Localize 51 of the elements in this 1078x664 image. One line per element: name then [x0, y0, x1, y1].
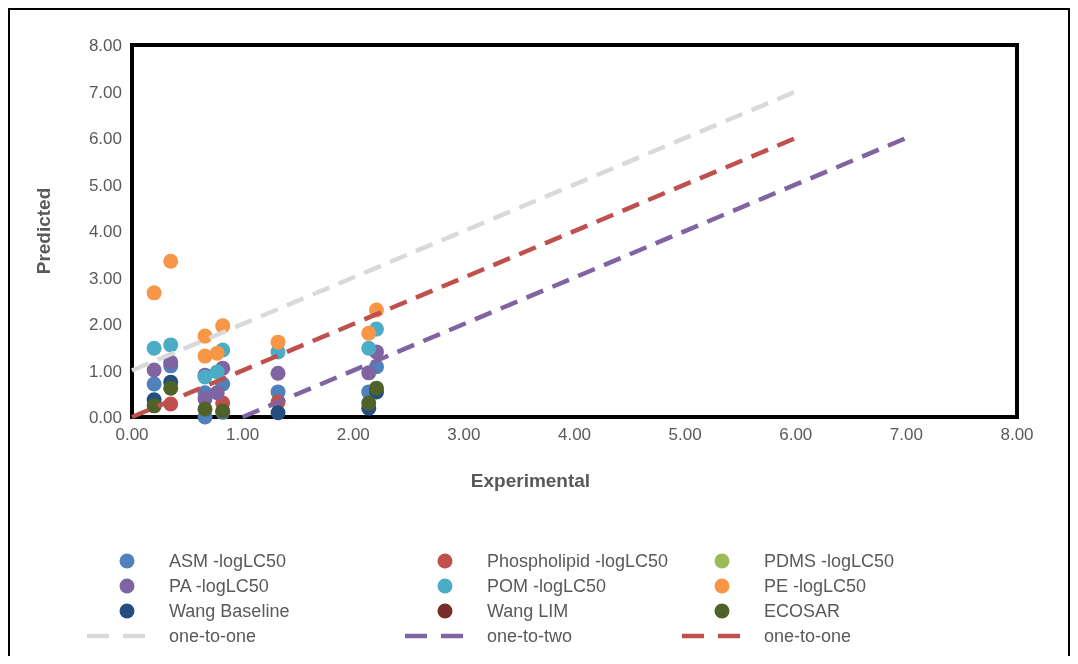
y-axis-title: Predicted	[33, 187, 54, 275]
y-tick-label: 2.00	[88, 315, 122, 334]
legend-label: PA -logLC50	[169, 576, 269, 596]
point	[270, 405, 286, 421]
y-tick-label: 7.00	[88, 82, 122, 102]
x-tick-label: 8.00	[1000, 425, 1034, 444]
point	[163, 253, 179, 269]
legend-label: Phospholipid -logLC50	[487, 551, 669, 571]
x-tick-label: 0.00	[115, 425, 149, 444]
point	[270, 365, 286, 381]
legend-label: Wang LIM	[487, 601, 569, 621]
x-axis-title: Experimental	[470, 470, 591, 491]
y-tick-label: 4.00	[88, 222, 122, 241]
legend-label: PDMS -logLC50	[764, 551, 895, 571]
x-tick-label: 6.00	[779, 425, 813, 444]
point	[163, 337, 179, 353]
x-tick-label: 1.00	[226, 425, 260, 444]
point	[146, 376, 162, 392]
point	[368, 380, 384, 396]
point	[146, 285, 162, 301]
y-tick-label: 0.00	[88, 408, 122, 427]
legend-label: one-to-one	[169, 626, 257, 646]
x-tick-label: 4.00	[557, 425, 592, 444]
legend-label: one-to-one	[764, 626, 852, 646]
y-tick-label: 3.00	[88, 268, 122, 288]
x-tick-label: 2.00	[336, 425, 370, 444]
legend-label: ASM -logLC50	[169, 551, 287, 571]
y-tick-label: 1.00	[88, 361, 122, 381]
legend-label: PE -logLC50	[764, 576, 867, 596]
point	[361, 395, 377, 411]
x-tick-label: 3.00	[447, 425, 481, 444]
legend-label: one-to-two	[487, 626, 573, 646]
legend-label: ECOSAR	[764, 601, 841, 621]
point	[197, 401, 213, 417]
legend-label: POM -logLC50	[487, 576, 607, 596]
point	[361, 340, 377, 356]
point	[209, 345, 225, 361]
point	[361, 365, 377, 381]
y-tick-label: 5.00	[88, 175, 122, 195]
legend-label: Wang Baseline	[169, 601, 290, 621]
point	[361, 325, 377, 341]
point	[209, 385, 225, 401]
x-tick-label: 7.00	[889, 425, 923, 444]
point	[163, 380, 179, 396]
y-tick-label: 8.00	[88, 36, 122, 55]
x-tick-label: 5.00	[668, 425, 702, 444]
point	[209, 364, 225, 380]
point	[270, 334, 286, 350]
y-tick-label: 6.00	[88, 129, 122, 148]
point	[146, 340, 162, 356]
point	[146, 362, 162, 378]
